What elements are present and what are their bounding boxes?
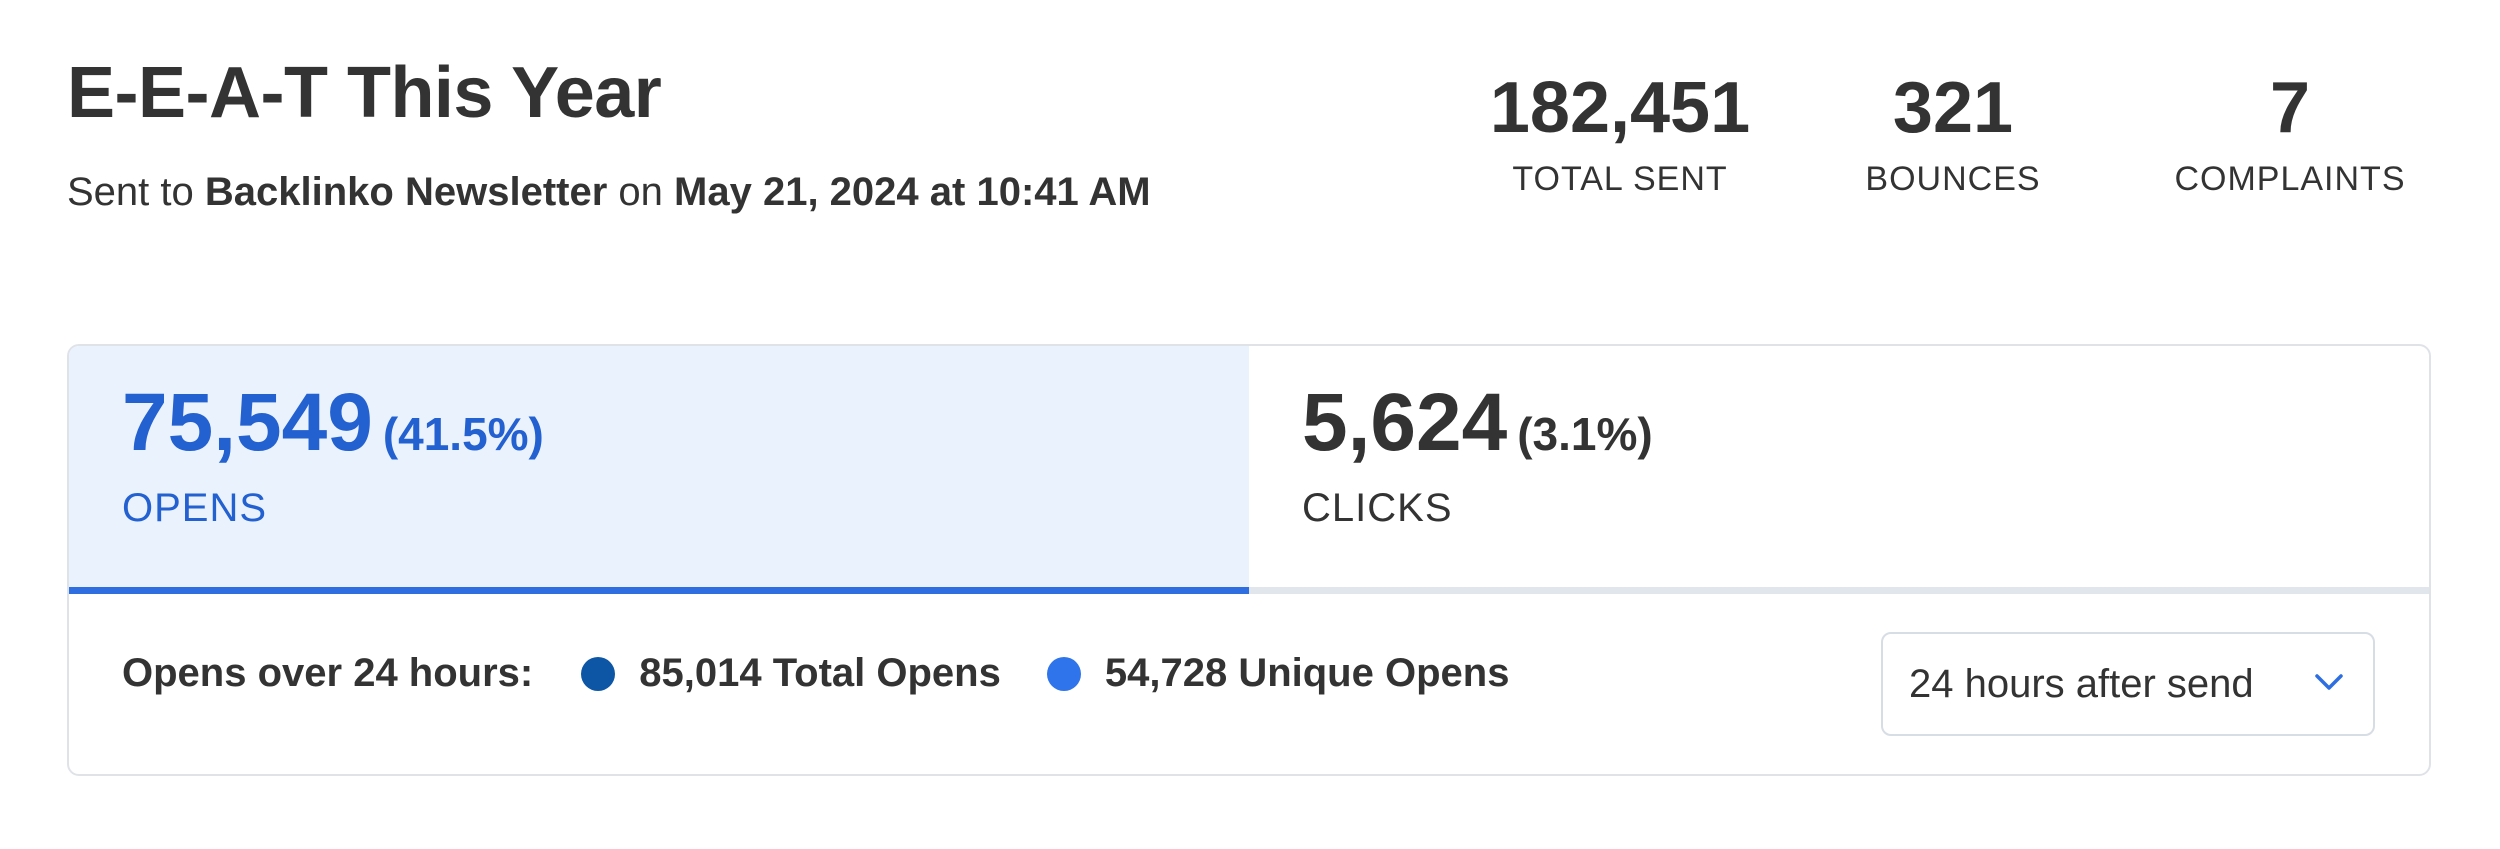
chevron-down-icon [2315, 674, 2343, 690]
time-range-value: 24 hours after send [1909, 661, 2254, 706]
legend-item-total-opens: 85,014 Total Opens [581, 651, 1001, 696]
sent-date: May 21, 2024 at 10:41 AM [674, 170, 1151, 214]
stat-label: BOUNCES [1865, 160, 2041, 198]
stat-label: COMPLAINTS [2174, 160, 2406, 198]
metric-tabs: 75,549 (41.5%) OPENS 5,624 (3.1%) CLICKS [69, 346, 2429, 594]
unique-opens-dot-icon [1046, 656, 1081, 691]
sent-prefix: Sent to [67, 170, 194, 214]
legend-title: Opens over 24 hours: [122, 651, 534, 695]
opens-value: 75,549 [122, 377, 373, 468]
on-word: on [618, 170, 663, 214]
clicks-label: CLICKS [1302, 486, 1453, 530]
clicks-value: 5,624 [1302, 377, 1508, 468]
stat-value: 182,451 [1489, 68, 1751, 148]
legend-text: 54,728 Unique Opens [1104, 651, 1510, 695]
chart-legend: Opens over 24 hours: 85,014 Total Opens … [122, 651, 1555, 696]
stat-bounces: 321 BOUNCES [1843, 72, 2063, 199]
stat-value: 321 [1892, 68, 2014, 148]
opens-label: OPENS [122, 486, 268, 530]
opens-percent: (41.5%) [382, 408, 544, 460]
clicks-percent: (3.1%) [1517, 408, 1653, 460]
legend-text: 85,014 Total Opens [639, 651, 1001, 695]
page-title: E-E-A-T This Year [67, 53, 662, 133]
stat-label: TOTAL SENT [1512, 160, 1728, 198]
stat-value: 7 [2269, 68, 2311, 148]
tab-clicks[interactable]: 5,624 (3.1%) CLICKS [1249, 346, 2429, 594]
engagement-card: 75,549 (41.5%) OPENS 5,624 (3.1%) CLICKS O… [67, 344, 2431, 776]
stat-complaints: 7 COMPLAINTS [2160, 72, 2420, 199]
stat-total-sent: 182,451 TOTAL SENT [1480, 72, 1760, 199]
tab-opens[interactable]: 75,549 (41.5%) OPENS [69, 346, 1249, 594]
send-details: Sent to Backlinko Newsletter on May 21, … [67, 170, 1151, 215]
list-name: Backlinko Newsletter [204, 170, 608, 214]
time-range-select[interactable]: 24 hours after send [1881, 632, 2375, 736]
legend-item-unique-opens: 54,728 Unique Opens [1046, 651, 1510, 696]
total-opens-dot-icon [581, 656, 616, 691]
